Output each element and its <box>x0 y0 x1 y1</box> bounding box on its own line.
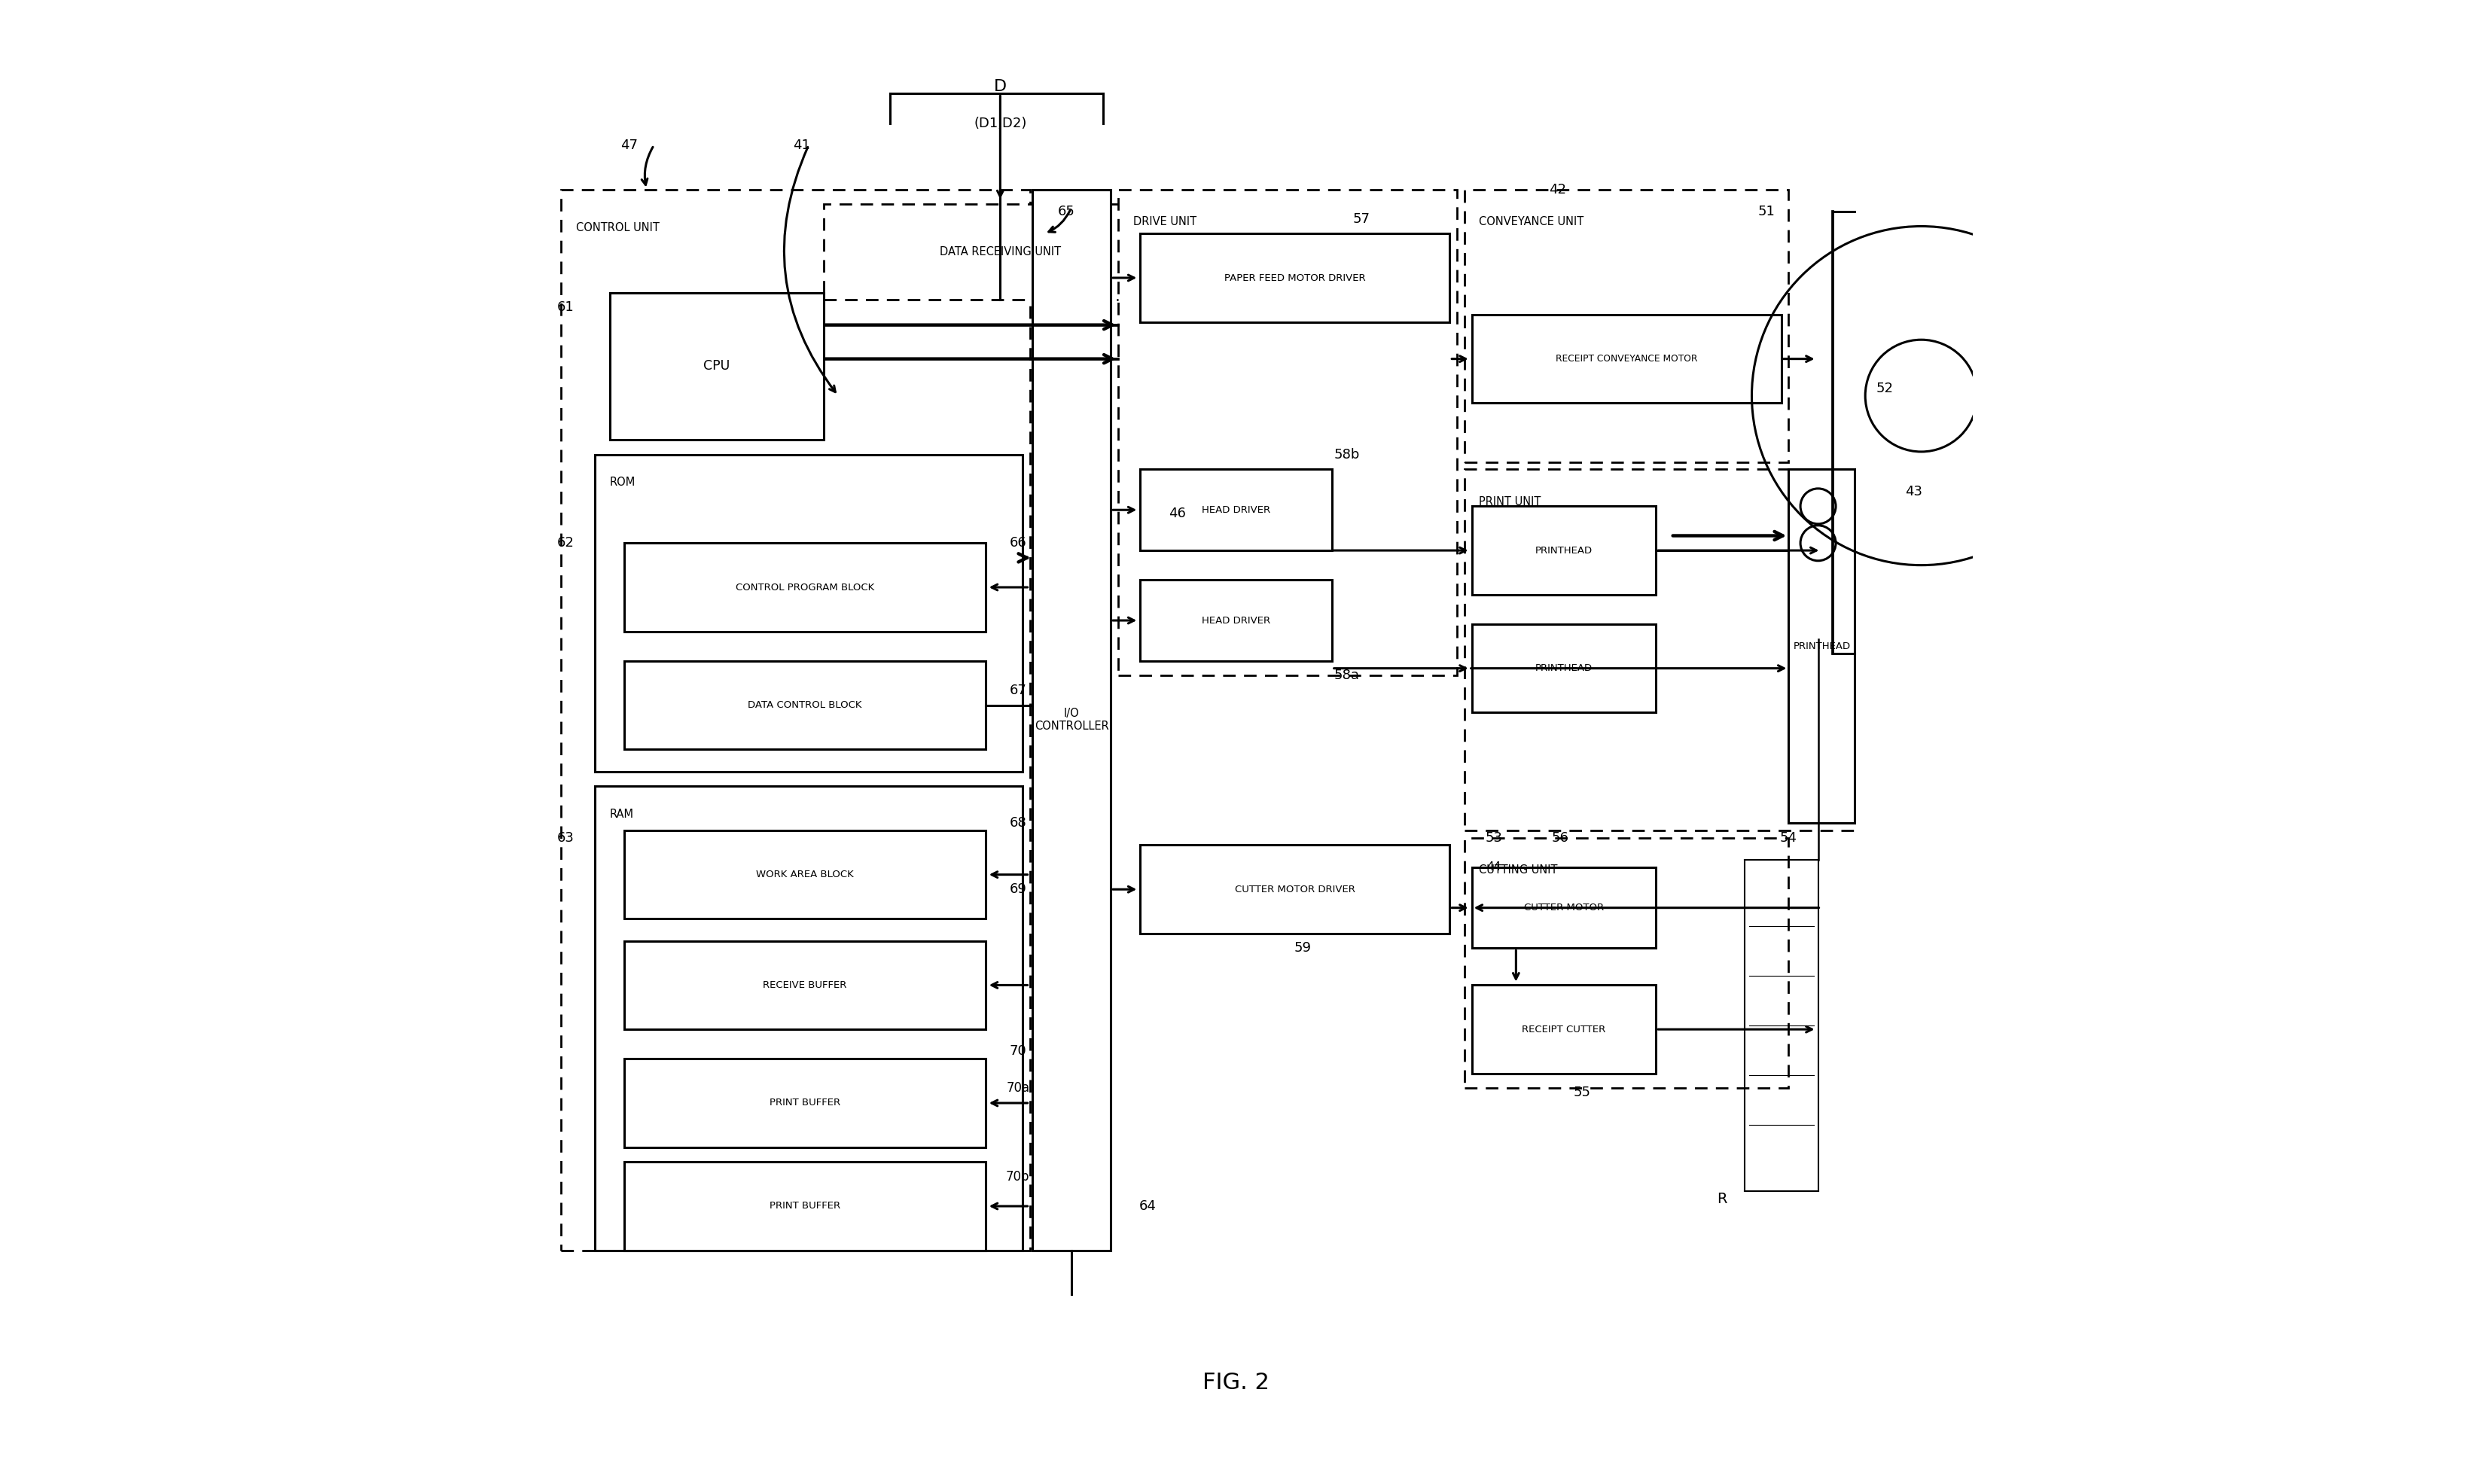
Text: PRINT BUFFER: PRINT BUFFER <box>769 1201 840 1211</box>
Bar <box>625 543 986 632</box>
Text: 42: 42 <box>1547 183 1565 196</box>
Text: 54: 54 <box>1780 831 1797 844</box>
Bar <box>1117 190 1456 675</box>
Text: HEAD DRIVER: HEAD DRIVER <box>1201 616 1271 625</box>
Bar <box>1471 867 1656 948</box>
Bar <box>625 1058 986 1147</box>
Bar <box>1140 846 1449 933</box>
Text: 70: 70 <box>1009 1045 1026 1058</box>
Bar <box>823 205 1177 300</box>
Text: WORK AREA BLOCK: WORK AREA BLOCK <box>756 870 853 880</box>
Text: CUTTING UNIT: CUTTING UNIT <box>1478 864 1557 876</box>
Bar <box>1463 469 1854 831</box>
Text: 62: 62 <box>556 536 574 551</box>
Text: PRINT BUFFER: PRINT BUFFER <box>769 1098 840 1109</box>
Text: R: R <box>1718 1192 1728 1206</box>
Text: 46: 46 <box>1169 508 1187 521</box>
Text: 66: 66 <box>1009 536 1026 551</box>
Text: DATA CONTROL BLOCK: DATA CONTROL BLOCK <box>749 700 863 709</box>
Bar <box>1790 469 1854 824</box>
Text: 70b: 70b <box>1006 1169 1031 1183</box>
Text: 56: 56 <box>1552 831 1570 844</box>
Text: 51: 51 <box>1758 205 1775 218</box>
Bar <box>625 941 986 1030</box>
Text: PRINTHEAD: PRINTHEAD <box>1535 546 1592 555</box>
Text: 55: 55 <box>1575 1086 1592 1100</box>
Text: 57: 57 <box>1352 212 1369 226</box>
Text: 41: 41 <box>794 138 811 151</box>
Text: CPU: CPU <box>702 359 729 372</box>
Text: RECEIPT CUTTER: RECEIPT CUTTER <box>1523 1024 1607 1034</box>
Text: 69: 69 <box>1009 883 1026 896</box>
Text: 70a: 70a <box>1006 1082 1031 1095</box>
Text: DRIVE UNIT: DRIVE UNIT <box>1132 217 1196 227</box>
Text: 58a: 58a <box>1335 669 1360 683</box>
Text: 53: 53 <box>1486 831 1503 844</box>
Text: PRINTHEAD: PRINTHEAD <box>1792 641 1852 651</box>
Bar <box>625 831 986 919</box>
Bar <box>596 454 1023 772</box>
Bar <box>1463 190 1790 462</box>
Text: 64: 64 <box>1140 1199 1157 1212</box>
Text: 63: 63 <box>556 831 574 844</box>
Text: 47: 47 <box>620 138 638 151</box>
Text: CUTTER MOTOR: CUTTER MOTOR <box>1523 902 1604 913</box>
Bar <box>596 787 1023 1251</box>
Text: HEAD DRIVER: HEAD DRIVER <box>1201 505 1271 515</box>
Bar <box>1033 190 1110 1251</box>
Text: CONTROL PROGRAM BLOCK: CONTROL PROGRAM BLOCK <box>737 582 875 592</box>
Text: 44: 44 <box>1486 862 1501 873</box>
Bar <box>1140 233 1449 322</box>
Text: RAM: RAM <box>611 809 633 819</box>
Text: 52: 52 <box>1876 381 1894 395</box>
Text: I/O
CONTROLLER: I/O CONTROLLER <box>1033 708 1110 732</box>
Bar <box>625 660 986 749</box>
Text: PRINT UNIT: PRINT UNIT <box>1478 496 1540 508</box>
Text: (D1,D2): (D1,D2) <box>974 116 1026 131</box>
Bar <box>1140 469 1332 551</box>
Text: PAPER FEED MOTOR DRIVER: PAPER FEED MOTOR DRIVER <box>1224 273 1365 283</box>
Text: RECEIPT CONVEYANCE MOTOR: RECEIPT CONVEYANCE MOTOR <box>1555 355 1698 364</box>
Text: 59: 59 <box>1293 941 1310 956</box>
Bar <box>1471 315 1782 404</box>
Bar <box>1463 838 1790 1088</box>
Text: RECEIVE BUFFER: RECEIVE BUFFER <box>764 981 848 990</box>
Text: 58b: 58b <box>1332 448 1360 462</box>
Text: 68: 68 <box>1009 816 1026 830</box>
Bar <box>1140 580 1332 660</box>
Text: PRINTHEAD: PRINTHEAD <box>1535 663 1592 674</box>
Text: D: D <box>994 79 1006 93</box>
Text: FIG. 2: FIG. 2 <box>1201 1373 1271 1393</box>
Text: 61: 61 <box>556 301 574 315</box>
Text: CONVEYANCE UNIT: CONVEYANCE UNIT <box>1478 217 1585 227</box>
Bar <box>611 292 823 439</box>
Text: CUTTER MOTOR DRIVER: CUTTER MOTOR DRIVER <box>1234 884 1355 895</box>
Bar <box>625 1162 986 1251</box>
Bar <box>1471 506 1656 595</box>
Text: 43: 43 <box>1906 485 1923 499</box>
Text: CONTROL UNIT: CONTROL UNIT <box>576 221 660 233</box>
Bar <box>1471 625 1656 712</box>
Bar <box>561 190 1031 1251</box>
Text: 67: 67 <box>1009 684 1026 697</box>
Text: DATA RECEIVING UNIT: DATA RECEIVING UNIT <box>939 246 1060 258</box>
Text: 65: 65 <box>1058 205 1075 218</box>
Text: ROM: ROM <box>611 476 635 488</box>
Bar <box>1471 985 1656 1073</box>
